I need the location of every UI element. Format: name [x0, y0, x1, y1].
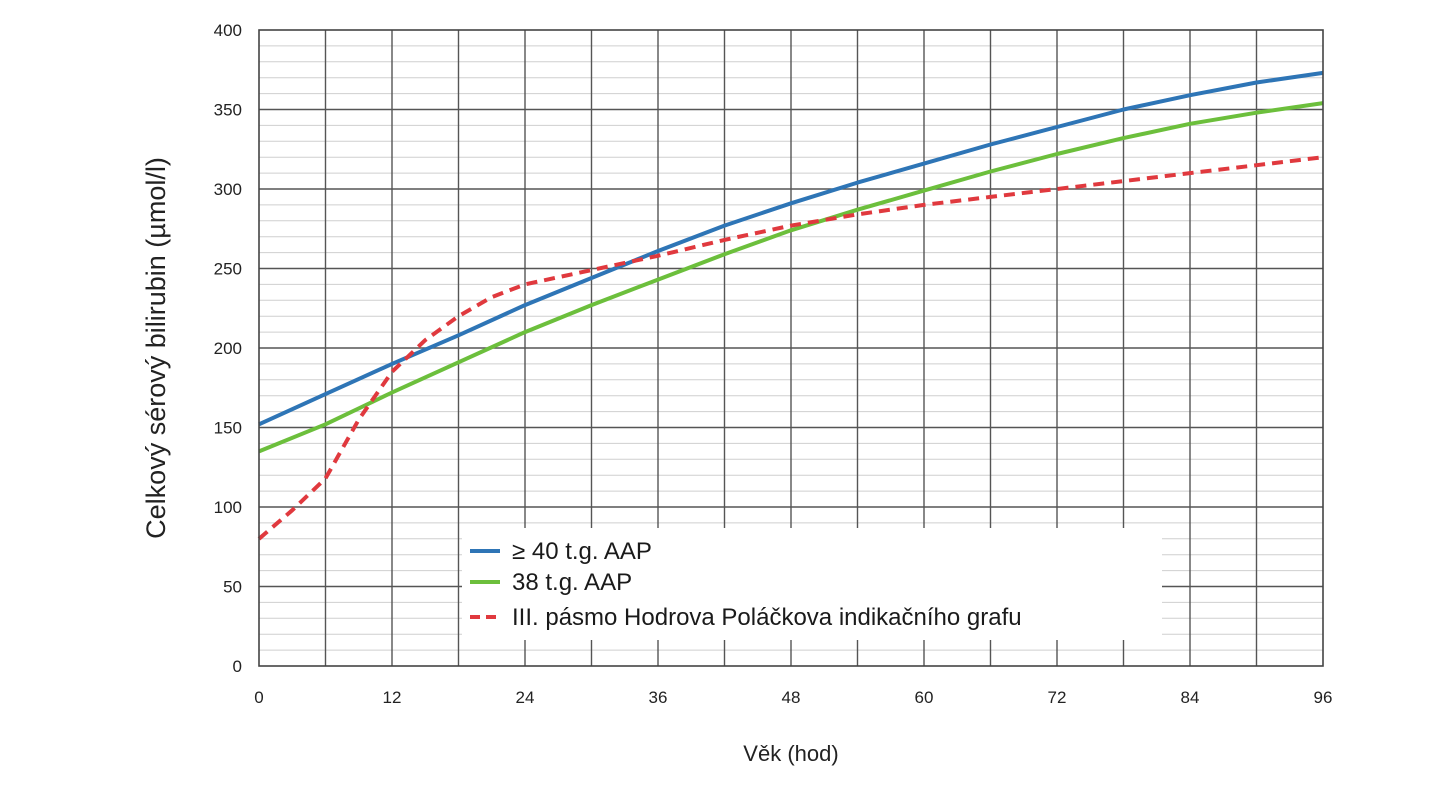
y-tick-label: 200 [214, 339, 242, 358]
legend-background [462, 528, 1162, 640]
series-lines [257, 70, 1324, 541]
x-tick-label: 36 [649, 688, 668, 707]
y-tick-label: 50 [223, 578, 242, 597]
x-tick-label: 0 [254, 688, 263, 707]
legend: ≥ 40 t.g. AAP 38 t.g. AAP III. pásmo Hodro… [462, 528, 1162, 640]
x-tick-label: 12 [383, 688, 402, 707]
legend-label: 38 t.g. AAP [512, 569, 632, 596]
series-line-2 [258, 101, 1324, 454]
y-tick-label: 300 [214, 180, 242, 199]
series-line-3 [257, 155, 1324, 541]
x-tick-label: 24 [516, 688, 535, 707]
x-axis-title: Věk (hod) [743, 741, 838, 766]
legend-label: ≥ 40 t.g. AAP [512, 538, 652, 565]
x-tick-label: 96 [1314, 688, 1333, 707]
plot-frame [258, 29, 1324, 667]
y-tick-label: 400 [214, 21, 242, 40]
y-tick-label: 150 [214, 419, 242, 438]
series-line-1 [258, 70, 1324, 427]
y-tick-label: 0 [233, 657, 242, 676]
y-axis-title: Celkový sérový bilirubin (µmol/l) [141, 157, 171, 539]
y-tick-label: 350 [214, 101, 242, 120]
y-tick-label: 250 [214, 260, 242, 279]
x-tick-label: 60 [915, 688, 934, 707]
x-tick-label: 48 [782, 688, 801, 707]
plot-border [258, 29, 1324, 667]
x-tick-label: 84 [1181, 688, 1200, 707]
tick-labels: 0 12 24 36 48 60 72 84 96 0 50 100 150 200 250 300 350 40… [214, 21, 1333, 707]
y-tick-label: 100 [214, 498, 242, 517]
legend-label: III. pásmo Hodrova Poláčkova indikačního… [512, 604, 1022, 631]
x-tick-label: 72 [1048, 688, 1067, 707]
